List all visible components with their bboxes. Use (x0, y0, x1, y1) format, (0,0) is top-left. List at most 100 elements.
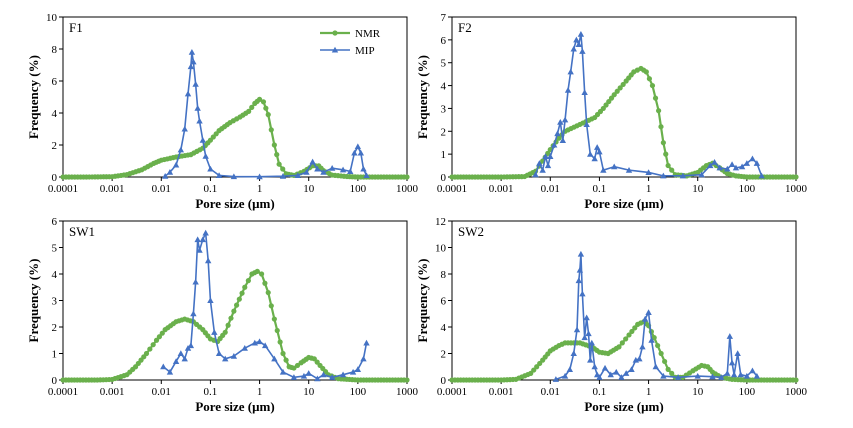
data-point (363, 172, 370, 178)
data-point (728, 359, 736, 366)
x-tick-label: 10 (692, 386, 704, 398)
data-point (228, 315, 234, 321)
chart-panel-sw1: 0 1 2 3 4 5 6 0.0001 0.001 0.01 0.1 1 10 100 1000 Pore … (26, 216, 419, 414)
data-point (619, 340, 625, 346)
data-point (230, 352, 238, 359)
data-point (271, 355, 278, 362)
data-point (236, 296, 242, 302)
data-point (749, 367, 756, 374)
data-point (268, 303, 274, 309)
y-tick-label: 0 (52, 172, 58, 184)
data-point (181, 125, 188, 132)
y-tick-label: 4 (441, 81, 447, 93)
y-axis-label: Frequency (%) (415, 259, 430, 343)
data-point (215, 172, 223, 178)
x-tick-label: 0.1 (204, 386, 218, 398)
data-point (632, 325, 638, 331)
data-point (265, 112, 271, 118)
data-point (280, 166, 286, 172)
data-point (528, 370, 534, 376)
series-line-mip (534, 33, 763, 177)
data-point (276, 161, 282, 167)
data-point (251, 339, 259, 346)
data-point (360, 165, 367, 172)
data-point (172, 161, 180, 168)
data-point (234, 302, 240, 308)
data-point (611, 163, 618, 170)
data-point (575, 41, 582, 47)
chart-panel-f2: 0 1 2 3 4 5 6 7 0.0001 0.001 0.01 0.1 1 10 100 1000 Pore… (415, 12, 808, 211)
chart-panel-sw2: 0 2 4 6 8 10 12 0.0001 0.001 0.01 0.1 1 10 100 1000 Por… (415, 216, 808, 414)
data-point (143, 350, 150, 357)
data-point (172, 358, 180, 365)
data-point (536, 160, 543, 166)
y-tick-label: 2 (52, 322, 58, 334)
x-tick-label: 0.1 (593, 183, 607, 195)
data-point (662, 358, 668, 365)
data-point (545, 150, 551, 156)
data-point (339, 371, 347, 378)
data-point (279, 173, 287, 179)
data-point (166, 368, 174, 375)
data-point (231, 308, 237, 314)
data-point (628, 366, 635, 372)
data-point (160, 363, 167, 370)
data-point (354, 143, 362, 150)
data-point (404, 174, 410, 180)
x-tick-label: 1 (646, 386, 652, 398)
data-point (646, 76, 652, 82)
x-tick-label: 1 (646, 183, 652, 195)
data-point (561, 116, 569, 123)
data-point (150, 342, 156, 348)
legend-label-mip: MIP (355, 45, 375, 57)
data-point (357, 149, 365, 156)
data-point (623, 336, 629, 342)
data-point (539, 166, 546, 173)
data-point (611, 92, 617, 98)
data-point (617, 85, 623, 91)
data-point (256, 96, 263, 102)
x-tick-label: 0.001 (100, 386, 125, 398)
data-point (570, 350, 577, 357)
data-point (314, 375, 321, 382)
data-point (711, 158, 718, 165)
data-point (534, 364, 540, 370)
series-mip (532, 30, 765, 179)
data-point (587, 150, 594, 157)
data-point (347, 168, 354, 174)
data-point (585, 330, 592, 337)
data-point (616, 344, 622, 350)
data-point (274, 327, 280, 334)
data-point (694, 372, 701, 379)
data-point (554, 130, 561, 137)
data-point (724, 370, 731, 376)
data-point (245, 278, 251, 284)
series-line-nmr (63, 98, 407, 179)
x-tick-label: 0.1 (593, 386, 607, 398)
legend-label-nmr: NMR (355, 28, 381, 40)
data-point (576, 266, 584, 273)
data-point (743, 372, 751, 379)
data-point (679, 172, 687, 179)
series-nmr (60, 96, 410, 180)
data-point (271, 316, 277, 322)
data-point (596, 148, 603, 155)
data-point (147, 346, 153, 352)
data-point (665, 366, 671, 372)
x-tick-label: 100 (739, 386, 756, 398)
y-tick-label: 5 (441, 58, 447, 70)
data-point (749, 155, 756, 162)
data-point (669, 370, 675, 376)
series-line-nmr (63, 270, 407, 382)
plot-area (451, 220, 797, 381)
x-tick-label: 0.1 (204, 183, 218, 195)
data-point (583, 314, 590, 321)
y-tick-label: 4 (52, 108, 58, 120)
y-axis-label: Frequency (%) (26, 259, 41, 343)
data-point (242, 284, 248, 290)
data-point (596, 374, 603, 380)
y-tick-label: 6 (441, 35, 447, 47)
data-point (309, 158, 316, 165)
data-point (743, 160, 751, 166)
data-point (663, 151, 669, 157)
